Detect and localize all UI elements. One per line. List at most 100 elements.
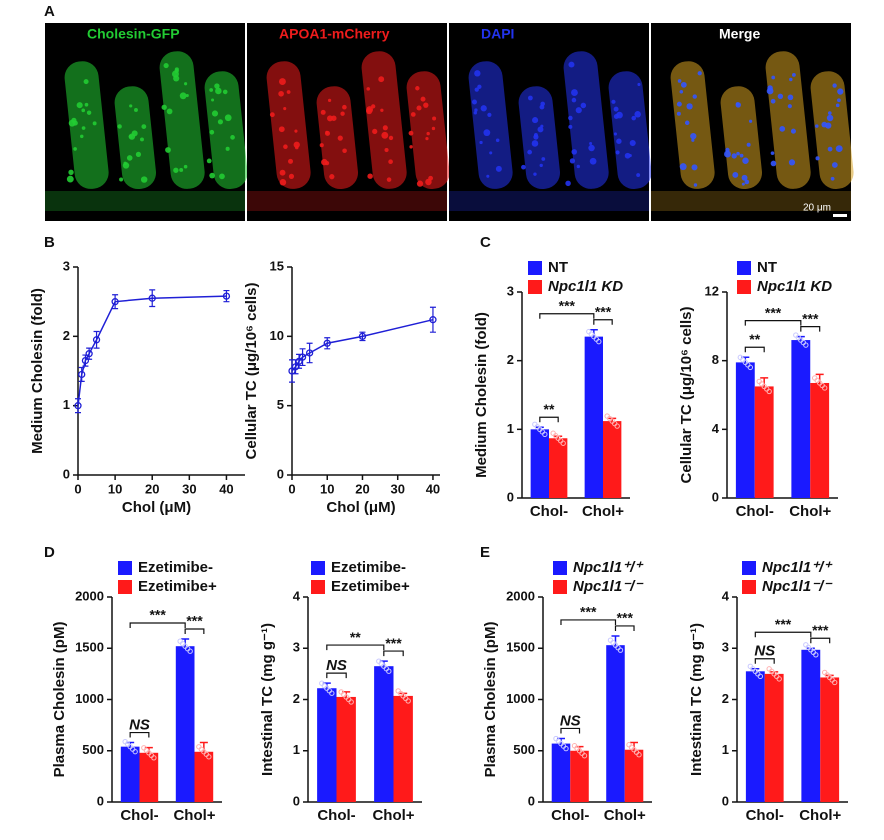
villus-texture [340, 111, 345, 116]
replicate [617, 647, 624, 653]
villus-texture [179, 92, 187, 100]
bar [393, 695, 413, 802]
replicate [581, 753, 588, 759]
replicate [206, 754, 212, 760]
significance-label: *** [617, 610, 634, 626]
villus-texture [166, 108, 173, 115]
y-tick-label: 3 [722, 640, 729, 655]
y-axis-label: Cellular TC (μg/10⁶ cells) [678, 307, 695, 484]
y-tick-label: 1 [63, 397, 70, 412]
villus-texture [179, 167, 184, 172]
y-tick-label: 2 [722, 691, 729, 706]
bar [603, 421, 622, 498]
villus-texture [815, 124, 819, 128]
villus-texture [209, 172, 215, 179]
villus-texture [174, 68, 179, 74]
significance-bracket [539, 416, 559, 423]
villus [159, 51, 205, 189]
y-tick-label: 1000 [75, 691, 104, 706]
villus-texture [215, 87, 222, 95]
significance-bracket [383, 650, 404, 657]
image-label: Cholesin-GFP [87, 26, 180, 42]
significance-label: *** [580, 604, 597, 620]
villus-texture [532, 117, 539, 124]
y-axis-label: Intestinal TC (mg g⁻¹) [688, 623, 705, 776]
error-bar [112, 294, 119, 310]
significance-label: *** [775, 616, 792, 632]
villus-texture [571, 89, 578, 96]
significance-bracket [744, 320, 802, 326]
significance-label: ** [350, 629, 361, 645]
villus-texture [269, 112, 275, 118]
villus-texture [342, 104, 347, 110]
x-tick-label: Chol- [120, 807, 158, 824]
y-tick-label: 1500 [506, 640, 535, 655]
bar [810, 382, 830, 498]
villus-texture [787, 104, 792, 109]
fit-line [77, 295, 227, 406]
villus-texture [327, 98, 332, 103]
villus-texture [283, 107, 287, 111]
bar [791, 340, 811, 498]
x-axis-label: Chol (μM) [122, 499, 191, 516]
villus [468, 61, 513, 189]
villus-texture [527, 149, 533, 155]
villus-texture [183, 164, 188, 169]
villus-texture [487, 112, 492, 117]
villus-texture [83, 79, 89, 85]
villus-texture [140, 137, 144, 142]
villus-texture [384, 148, 389, 153]
replicate [614, 423, 620, 429]
replicate [329, 690, 335, 696]
villus-texture [636, 173, 641, 177]
y-tick-label: 0 [722, 793, 729, 808]
legend-label: NT [757, 259, 777, 276]
villus-texture [117, 124, 122, 129]
replicate [151, 755, 157, 761]
villus-texture [386, 177, 392, 182]
y-tick-label: 3 [293, 640, 300, 655]
bar [551, 743, 571, 802]
error-bar [299, 348, 306, 367]
villus-texture [432, 116, 437, 121]
x-tick-label: 10 [320, 481, 334, 496]
x-tick-label: Chol- [746, 807, 784, 824]
villus-texture [697, 71, 702, 76]
villus-texture [742, 157, 749, 165]
villus-texture [474, 70, 481, 77]
y-tick-label: 4 [712, 421, 720, 436]
significance-bracket [184, 628, 205, 635]
legend-label: Npc1l1⁻/⁻ [573, 578, 644, 595]
villus [64, 61, 109, 189]
villus-texture [410, 112, 416, 117]
point [78, 370, 86, 379]
bar [549, 438, 568, 498]
villus-texture [580, 102, 587, 109]
legend-label: Npc1l1⁻/⁻ [762, 578, 833, 595]
bar [530, 429, 549, 498]
villus-texture [770, 160, 777, 167]
villus-texture [571, 149, 578, 155]
bar [570, 750, 589, 802]
villus-texture [680, 81, 687, 88]
point [81, 356, 90, 365]
villus-texture [568, 61, 575, 68]
y-tick-label: 0 [528, 793, 535, 808]
significance-bracket [560, 727, 581, 734]
villus-texture [372, 128, 378, 135]
significance-label: *** [812, 622, 829, 638]
villus-texture [431, 126, 436, 131]
villus-texture [613, 132, 617, 136]
fit-line [291, 318, 434, 372]
villus-texture [835, 103, 840, 108]
error-bar [324, 337, 331, 350]
y-tick-label: 4 [293, 588, 301, 603]
villus-texture [474, 87, 479, 92]
villus-texture [71, 117, 77, 123]
replicate [542, 431, 548, 438]
y-tick-label: 15 [270, 258, 284, 273]
x-axis-label: Chol (μM) [326, 499, 395, 516]
villus-texture [741, 182, 745, 186]
legend-swatch [118, 580, 132, 594]
villus-texture [81, 108, 86, 113]
